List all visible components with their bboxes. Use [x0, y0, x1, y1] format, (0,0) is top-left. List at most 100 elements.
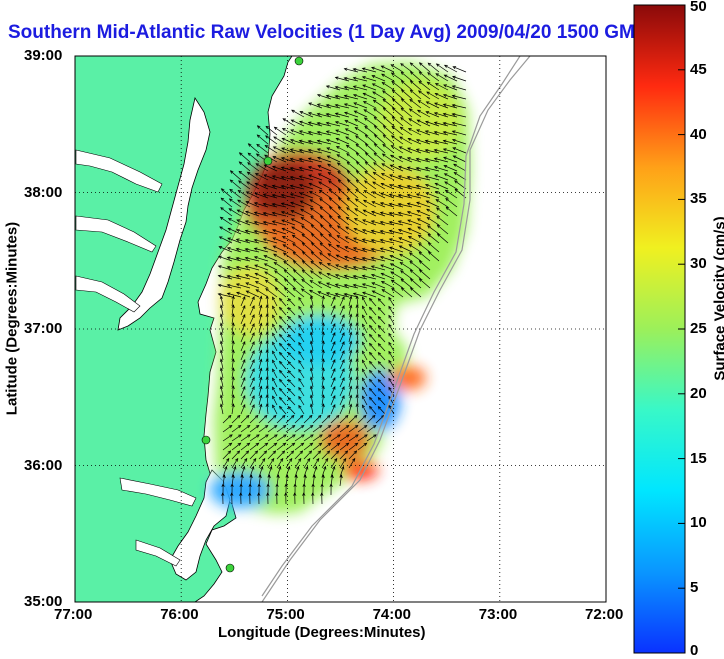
velocity-arrow-head: [442, 148, 447, 152]
velocity-arrow-head: [251, 368, 255, 372]
velocity-arrow: [321, 395, 324, 406]
velocity-arrow: [416, 185, 431, 190]
velocity-arrow: [452, 76, 467, 82]
velocity-arrow: [319, 198, 332, 208]
velocity-arrow: [348, 314, 352, 325]
velocity-arrow-head: [381, 73, 385, 77]
velocity-arrow: [302, 251, 314, 262]
velocity-arrow-head: [218, 255, 222, 259]
velocity-arrow-head: [337, 434, 341, 438]
velocity-arrow-head: [219, 349, 223, 354]
velocity-arrow: [240, 395, 246, 406]
velocity-arrow-head: [390, 271, 394, 275]
velocity-arrow-head: [236, 450, 241, 455]
velocity-arrow: [355, 189, 368, 199]
velocity-arrow-head: [352, 76, 357, 80]
velocity-arrow-head: [320, 492, 324, 496]
velocity-arrow: [348, 386, 352, 397]
velocity-arrow: [356, 296, 359, 307]
velocity-arrow: [310, 377, 314, 388]
velocity-arrow: [418, 251, 431, 262]
velocity-arrow-head: [349, 403, 353, 408]
velocity-arrow: [266, 395, 269, 406]
velocity-arrow-head: [336, 235, 341, 239]
velocity-arrow: [257, 125, 269, 136]
velocity-arrow-head: [379, 238, 384, 242]
velocity-arrow: [298, 369, 305, 379]
velocity-arrow: [373, 108, 386, 118]
velocity-arrow: [318, 173, 332, 181]
velocity-arrow: [266, 377, 269, 388]
velocity-arrow: [279, 361, 287, 370]
velocity-arrow-head: [389, 263, 394, 267]
velocity-arrow-head: [355, 434, 359, 438]
velocity-arrow-head: [361, 228, 366, 233]
velocity-arrow: [434, 158, 449, 163]
velocity-arrow-head: [309, 394, 314, 399]
velocity-arrow: [258, 359, 262, 370]
velocity-arrow-head: [278, 351, 283, 356]
velocity-arrow-head: [424, 130, 429, 134]
velocity-arrow-head: [287, 325, 292, 329]
velocity-arrow: [317, 140, 332, 145]
velocity-arrow: [298, 396, 305, 406]
velocity-arrow-head: [238, 170, 243, 175]
velocity-arrow-head: [231, 385, 235, 390]
velocity-arrow: [434, 149, 449, 154]
velocity-arrow-head: [238, 434, 242, 438]
velocity-arrow: [338, 179, 350, 190]
velocity-arrow: [218, 246, 233, 253]
velocity-arrow-head: [454, 180, 458, 184]
velocity-arrow: [308, 102, 323, 109]
velocity-arrow: [445, 189, 458, 199]
velocity-arrow: [443, 113, 458, 118]
velocity-arrow-head: [416, 119, 421, 123]
velocity-arrow: [228, 218, 242, 226]
velocity-arrow: [356, 314, 359, 325]
velocity-arrow-head: [244, 256, 249, 260]
velocity-arrow: [301, 225, 314, 235]
velocity-arrow-head: [349, 322, 353, 327]
velocity-arrow-head: [399, 261, 404, 266]
velocity-arrow-head: [451, 130, 456, 134]
velocity-arrow: [282, 244, 296, 253]
velocity-arrow-head: [292, 251, 297, 255]
velocity-arrow: [330, 314, 336, 325]
velocity-arrow: [290, 167, 305, 172]
velocity-arrow: [330, 395, 336, 406]
velocity-arrow-head: [415, 148, 420, 152]
velocity-arrow: [435, 191, 449, 199]
velocity-arrow-head: [377, 361, 382, 365]
velocity-arrow-head: [245, 201, 250, 205]
velocity-arrow: [249, 466, 254, 478]
velocity-arrow-head: [346, 197, 351, 202]
velocity-arrow-head: [452, 75, 456, 79]
velocity-arrow: [443, 148, 458, 154]
velocity-arrow-head: [353, 414, 358, 419]
velocity-arrow-head: [251, 323, 255, 327]
velocity-arrow-head: [287, 465, 291, 470]
velocity-arrow: [263, 193, 278, 199]
velocity-arrow: [348, 305, 352, 316]
velocity-arrow: [249, 341, 255, 352]
velocity-arrow-head: [308, 450, 313, 455]
velocity-arrow-head: [307, 457, 311, 462]
velocity-arrow: [321, 450, 330, 460]
velocity-arrow-head: [284, 492, 288, 496]
velocity-arrow-head: [399, 126, 404, 130]
velocity-arrow-head: [255, 163, 260, 167]
velocity-arrow-head: [280, 157, 285, 161]
velocity-arrow-head: [326, 272, 331, 276]
velocity-arrow: [294, 466, 299, 478]
velocity-arrow-head: [339, 474, 343, 479]
velocity-arrow: [249, 425, 260, 433]
velocity-arrow: [339, 434, 350, 442]
velocity-arrow: [362, 404, 368, 415]
velocity-arrow-head: [354, 118, 358, 122]
velocity-arrow-head: [451, 94, 456, 98]
velocity-arrow: [435, 83, 449, 91]
velocity-arrow: [444, 64, 458, 73]
velocity-arrow-head: [265, 322, 269, 327]
velocity-arrow: [378, 325, 386, 334]
velocity-arrow: [427, 225, 440, 235]
